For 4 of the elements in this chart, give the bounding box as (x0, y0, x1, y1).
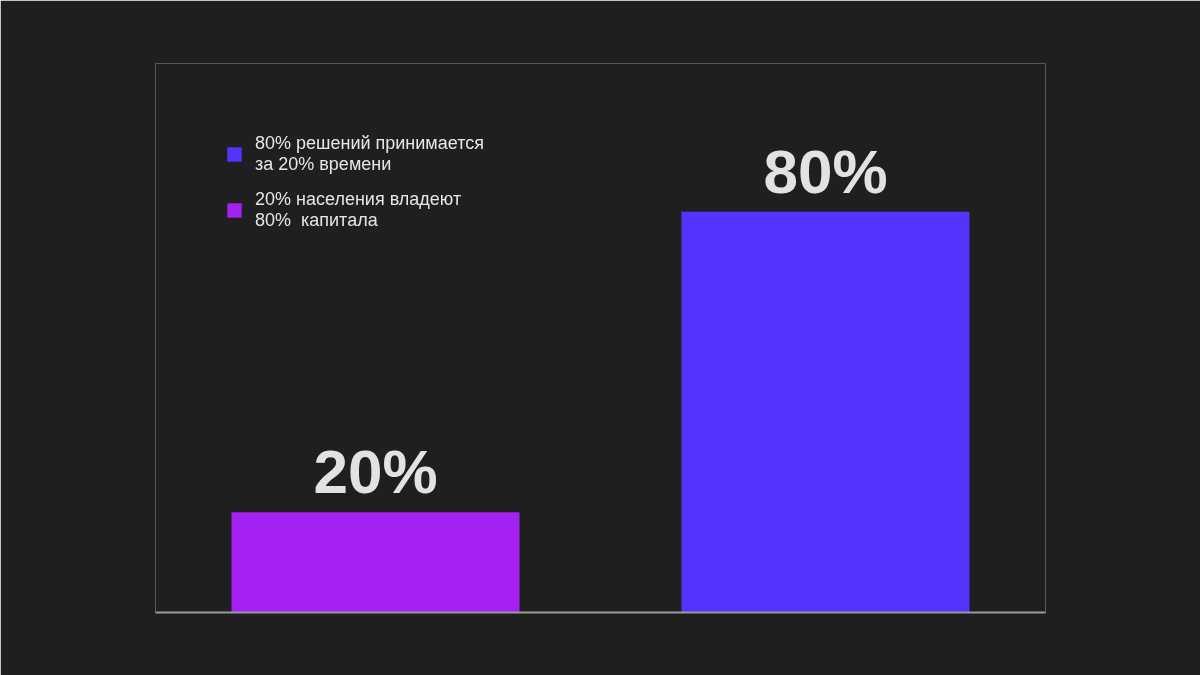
legend-label: 80% решений принимается за 20% времени (255, 133, 484, 175)
data-label: 80% (763, 136, 888, 206)
legend-label: 20% населения владеют 80% капитала (255, 189, 462, 231)
data-label: 20% (313, 437, 438, 507)
